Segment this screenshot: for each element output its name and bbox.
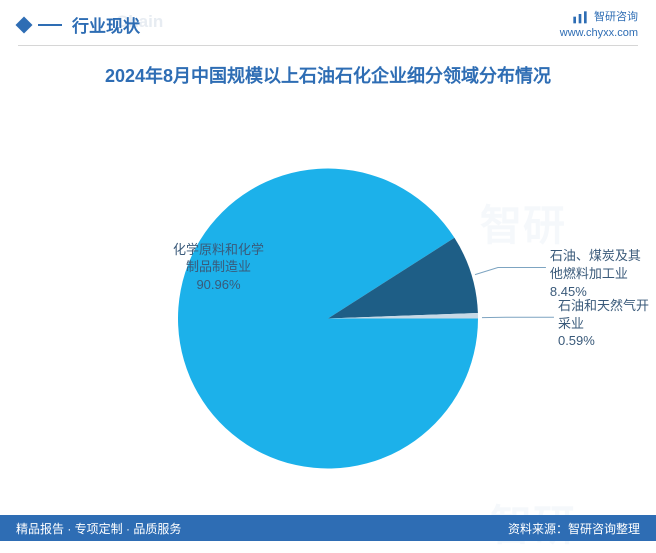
- chart-area: 2024年8月中国规模以上石油石化企业细分领域分布情况 智研智研 化学原料和化学…: [0, 62, 656, 532]
- slice-label: 石油和天然气开采业0.59%: [558, 297, 649, 350]
- slice-label: 石油、煤炭及其他燃料加工业8.45%: [550, 247, 641, 300]
- brand-block: 智研咨询 www.chyxx.com: [560, 10, 638, 41]
- diamond-icon: [16, 16, 33, 33]
- chart-container: 行业现状 Chain 智研咨询 www.chyxx.com 2024年8月中国规…: [0, 0, 656, 541]
- header-line: [38, 24, 62, 26]
- chart-title: 2024年8月中国规模以上石油石化企业细分领域分布情况: [0, 62, 656, 88]
- watermark: 智研: [480, 192, 566, 253]
- pie-wrap: [178, 168, 478, 473]
- slice-label: 化学原料和化学制品制造业90.96%: [173, 241, 264, 294]
- footer-right: 资料来源：智研咨询整理: [508, 520, 640, 537]
- header: 行业现状 Chain: [0, 0, 656, 41]
- footer: 精品报告 · 专项定制 · 品质服务 资料来源：智研咨询整理: [0, 515, 656, 541]
- section-title: 行业现状: [72, 12, 140, 37]
- brand-icon: [572, 10, 588, 26]
- footer-left: 精品报告 · 专项定制 · 品质服务: [16, 520, 181, 537]
- pie-chart: [178, 168, 478, 468]
- leader-line: [475, 267, 546, 274]
- brand-url: www.chyxx.com: [560, 26, 638, 41]
- brand-name: 智研咨询: [594, 10, 638, 25]
- header-divider: [18, 45, 638, 46]
